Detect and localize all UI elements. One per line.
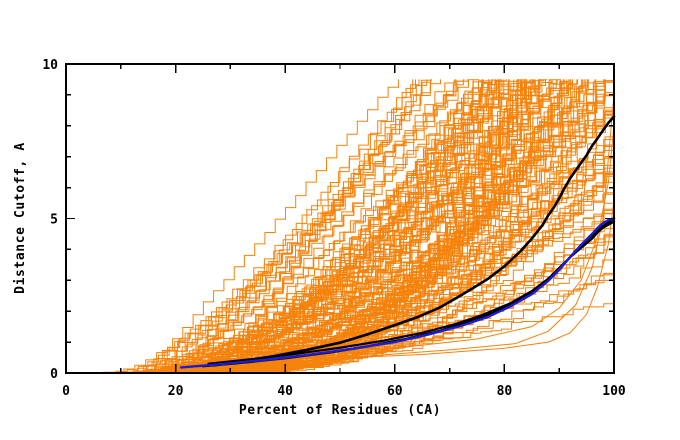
ensemble-curve [211,79,527,374]
ensemble-curve [210,79,510,374]
y-tick-label: 0 [50,367,58,382]
axis-frame: 0 20 40 60 80 100 0 5 10 [42,58,626,399]
ensemble-curve [242,79,510,373]
x-axis-label: Percent of Residues (CA) [239,403,441,418]
x-tick-label: 100 [602,384,626,399]
x-tick-label: 60 [387,384,403,399]
tick-marks [65,63,615,374]
ensemble-curve [233,79,474,374]
ensemble-curve [224,79,420,374]
ensemble-curve [205,79,499,374]
highlight-curve-highlight-black-low-b [207,220,616,365]
highlight-curve-highlight-blue [179,217,616,369]
highlight-curve-highlight-black-steep [212,115,616,367]
ensemble-curve [242,79,534,374]
ensemble-curve [147,79,432,374]
ensemble-curve [141,79,399,374]
y-tick-label: 5 [50,213,58,228]
ensemble-curve [200,79,552,374]
ensemble-curve [135,79,428,373]
x-tick-label: 20 [168,384,184,399]
ensemble-curve [212,79,528,374]
ensemble-curve [181,79,483,373]
ensemble-curve-outlier [230,94,615,363]
highlight-curves [179,115,616,369]
ensemble-curve [205,79,535,374]
y-axis-label: Distance Cutoff, A [13,142,28,294]
x-tick-label: 0 [62,384,70,399]
y-tick-label: 10 [42,58,58,73]
ensemble-curve [226,79,548,374]
ensemble-curve [230,79,490,374]
ensemble-curve [188,79,523,374]
ensemble-curve [131,79,510,374]
ensemble-curve [179,79,416,374]
ensemble-curve [113,79,484,374]
tick-labels: 0 20 40 60 80 100 0 5 10 [42,58,626,399]
ensemble-curve-outlier [312,199,615,360]
ensemble-curve-outlier [257,125,615,359]
ensemble-curve [167,79,528,373]
ensemble-curve [147,79,493,374]
ensemble-curve [129,79,457,374]
ensemble-curve [153,79,505,374]
x-tick-label: 80 [497,384,513,399]
ensemble-curve [140,79,553,374]
x-tick-label: 40 [277,384,293,399]
